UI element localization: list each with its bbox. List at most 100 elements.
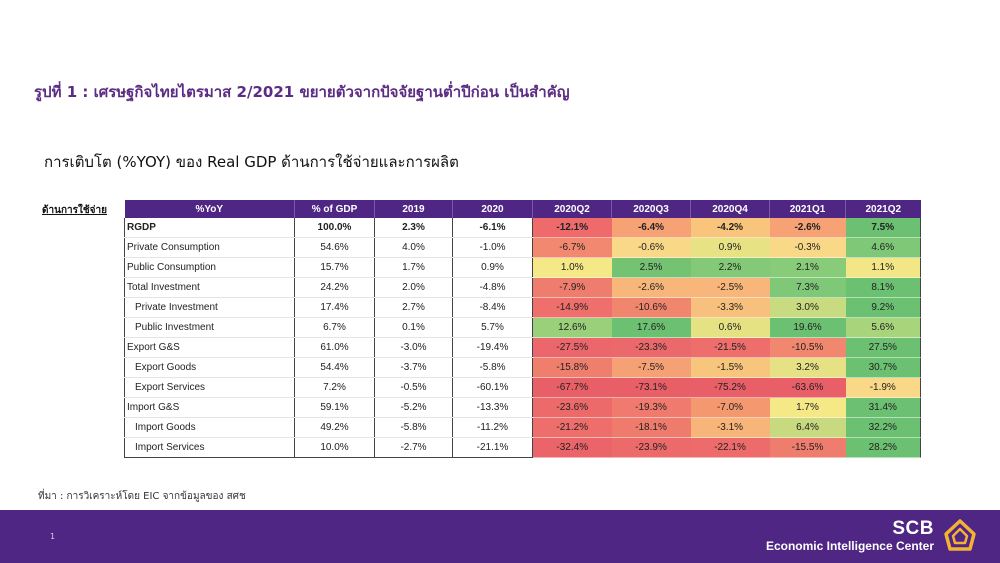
table-cell: -1.9% [845,377,921,398]
table-cell: 2.3% [374,218,453,238]
table-cell: 6.4% [769,417,846,438]
brand-name: SCB [892,518,934,539]
table-cell: 1.7% [769,397,846,418]
table-cell: -11.2% [452,417,533,438]
table-header-cell: % of GDP [294,200,375,218]
table-subtitle: การเติบโต (%YOY) ของ Real GDP ด้านการใช้… [44,153,459,171]
table-cell: -3.7% [374,357,453,378]
table-cell: -75.2% [690,377,770,398]
table-cell: -63.6% [769,377,846,398]
table-row: Export G&S 61.0% -3.0% -19.4% -27.5% -23.3% -2… [124,337,921,358]
table-cell: -1.0% [452,237,533,258]
table-cell: 12.6% [532,317,612,338]
row-label: Private Consumption [124,237,295,258]
table-cell: -23.3% [611,337,691,358]
table-cell: -5.2% [374,397,453,418]
page-title: รูปที่ 1 : เศรษฐกิจไทยไตรมาส 2/2021 ขยาย… [34,83,570,101]
table-cell: -6.4% [611,218,691,238]
brand-block: SCB Economic Intelligence Center [766,518,934,553]
table-cell: -7.5% [611,357,691,378]
brand-subtitle: Economic Intelligence Center [765,539,934,553]
scb-logo-icon [944,519,976,551]
table-cell: -7.0% [690,397,770,418]
table-header-cell: %YoY [124,200,295,218]
table-cell: -13.3% [452,397,533,418]
table-cell: -27.5% [532,337,612,358]
table-cell: -7.9% [532,277,612,298]
table-header-cell: 2019 [374,200,453,218]
row-label: Import Services [124,437,295,458]
table-cell: 15.7% [294,257,375,278]
table-row: RGDP 100.0% 2.3% -6.1% -12.1% -6.4% -4.2% -2.6%… [124,218,921,238]
table-cell: -0.6% [611,237,691,258]
table-cell: -6.7% [532,237,612,258]
table-cell: 3.0% [769,297,846,318]
table-header-cell: 2020Q3 [611,200,691,218]
table-row: Export Goods 54.4% -3.7% -5.8% -15.8% -7.5% -1… [124,357,921,378]
table-header-cell: 2020Q2 [532,200,612,218]
table-cell: 0.9% [690,237,770,258]
row-label: Total Investment [124,277,295,298]
table-cell: 59.1% [294,397,375,418]
table-row: Private Investment 17.4% 2.7% -8.4% -14.9% -1… [124,297,921,318]
table-cell: 2.0% [374,277,453,298]
row-label: Export Goods [124,357,295,378]
table-cell: -18.1% [611,417,691,438]
table-cell: 61.0% [294,337,375,358]
table-cell: -0.3% [769,237,846,258]
table-cell: 4.0% [374,237,453,258]
table-header-row: %YoY % of GDP 2019 2020 2020Q2 2020Q3 20… [124,200,921,218]
table-cell: -19.3% [611,397,691,418]
table-cell: 17.4% [294,297,375,318]
table-row: Import Services 10.0% -2.7% -21.1% -32.4% -23… [124,437,921,458]
table-cell: 8.1% [845,277,921,298]
table-cell: 0.6% [690,317,770,338]
table-row: Public Investment 6.7% 0.1% 5.7% 12.6% 17.6% 0… [124,317,921,338]
table-cell: 28.2% [845,437,921,458]
table-cell: 24.2% [294,277,375,298]
row-label: Private Investment [124,297,295,318]
table-cell: -1.5% [690,357,770,378]
table-cell: -3.1% [690,417,770,438]
table-cell: 54.6% [294,237,375,258]
row-label: Public Consumption [124,257,295,278]
table-cell: -3.3% [690,297,770,318]
table-cell: 10.0% [294,437,375,458]
table-cell: -60.1% [452,377,533,398]
table-cell: -73.1% [611,377,691,398]
table-cell: 2.1% [769,257,846,278]
row-label: Export Services [124,377,295,398]
table-cell: 7.3% [769,277,846,298]
table-cell: -8.4% [452,297,533,318]
row-label: Export G&S [124,337,295,358]
table-cell: 5.7% [452,317,533,338]
table-cell: 3.2% [769,357,846,378]
table-cell: -4.8% [452,277,533,298]
table-cell: 0.9% [452,257,533,278]
footer-bar: 1 SCB Economic Intelligence Center [0,510,1000,563]
table-cell: 0.1% [374,317,453,338]
table-cell: -5.8% [452,357,533,378]
table-cell: -23.9% [611,437,691,458]
table-cell: 27.5% [845,337,921,358]
table-row: Export Services 7.2% -0.5% -60.1% -67.7% -73.… [124,377,921,398]
row-label: Import G&S [124,397,295,418]
table-cell: -15.5% [769,437,846,458]
table-cell: -32.4% [532,437,612,458]
table-cell: -10.5% [769,337,846,358]
table-row: Import Goods 49.2% -5.8% -11.2% -21.2% -18.1%… [124,417,921,438]
table-cell: -0.5% [374,377,453,398]
table-cell: 49.2% [294,417,375,438]
table-cell: 7.5% [845,218,921,238]
side-label: ด้านการใช้จ่าย [42,205,107,216]
row-label: RGDP [124,218,295,238]
table-cell: -21.2% [532,417,612,438]
table-cell: 30.7% [845,357,921,378]
table-cell: 2.7% [374,297,453,318]
table-header-cell: 2021Q2 [845,200,921,218]
table-row: Public Consumption 15.7% 1.7% 0.9% 1.0% 2.5% 2… [124,257,921,278]
table-cell: -22.1% [690,437,770,458]
table-cell: 1.0% [532,257,612,278]
table-cell: 2.2% [690,257,770,278]
row-label: Import Goods [124,417,295,438]
